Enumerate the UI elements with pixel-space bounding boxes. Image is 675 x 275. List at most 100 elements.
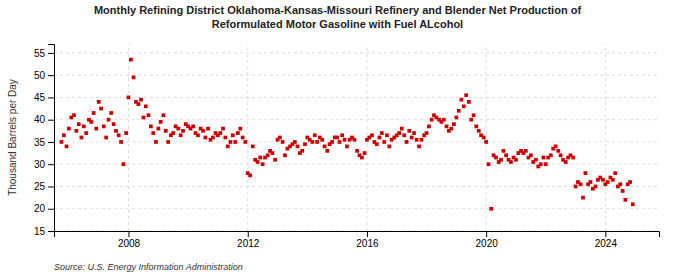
y-tick: 50: [34, 70, 54, 81]
point: [72, 113, 76, 117]
point: [606, 180, 610, 184]
y-tick-mark: [48, 120, 54, 121]
y-tick-label: 15: [34, 226, 46, 237]
point: [144, 104, 148, 108]
point: [611, 178, 615, 182]
point: [489, 207, 493, 211]
point: [315, 140, 319, 144]
point: [303, 142, 307, 146]
title-line: Monthly Refining District Oklahoma-Kansa…: [94, 4, 581, 16]
x-tick: 2016: [356, 231, 379, 249]
x-tick: 2020: [476, 231, 499, 249]
point: [618, 182, 622, 186]
y-tick-label: 50: [34, 70, 46, 81]
x-tick: 2012: [237, 231, 260, 249]
point: [556, 149, 560, 153]
y-tick: 45: [34, 92, 54, 103]
point: [147, 113, 151, 117]
point: [218, 131, 222, 135]
point: [89, 120, 93, 124]
point: [80, 136, 84, 140]
point: [427, 124, 431, 128]
y-tick-label: 30: [34, 159, 46, 170]
y-tick: 55: [34, 48, 54, 59]
y-tick: 15: [34, 226, 54, 237]
point: [236, 131, 240, 135]
point: [442, 118, 446, 122]
point: [226, 145, 230, 149]
y-grid-line: [54, 97, 659, 98]
y-grid-line: [54, 52, 659, 53]
point: [104, 136, 108, 140]
point: [559, 153, 563, 157]
point: [355, 149, 359, 153]
y-tick-mark: [48, 231, 54, 232]
point: [164, 129, 168, 133]
x-grid-line: [366, 44, 367, 231]
y-tick-mark: [48, 53, 54, 54]
point: [221, 127, 225, 131]
point: [494, 156, 498, 160]
point: [482, 136, 486, 140]
point: [338, 140, 342, 144]
x-grid-line: [128, 44, 129, 231]
point: [278, 136, 282, 140]
point: [171, 131, 175, 135]
x-grid-line: [605, 44, 606, 231]
point: [415, 138, 419, 142]
point: [502, 149, 506, 153]
point: [325, 149, 329, 153]
point: [613, 171, 617, 175]
point: [579, 182, 583, 186]
point: [273, 158, 277, 162]
y-tick: 30: [34, 159, 54, 170]
point: [266, 153, 270, 157]
point: [457, 109, 461, 113]
x-tick-mark: [605, 231, 606, 237]
point: [454, 116, 458, 120]
point: [529, 153, 533, 157]
y-tick: 35: [34, 137, 54, 148]
point: [363, 151, 367, 155]
point: [353, 138, 357, 142]
point: [534, 158, 538, 162]
y-grid-line: [54, 141, 659, 142]
point: [156, 127, 160, 131]
point: [462, 104, 466, 108]
point: [514, 158, 518, 162]
x-tick-label: 2008: [118, 238, 141, 249]
point: [370, 133, 374, 137]
point: [142, 116, 146, 120]
point: [449, 127, 453, 131]
y-axis-title: Thousand Barrels per Day: [7, 79, 18, 196]
point: [343, 138, 347, 142]
point: [238, 127, 242, 131]
x-tick-label: 2024: [595, 238, 618, 249]
point: [65, 145, 69, 149]
point: [124, 131, 128, 135]
point: [229, 140, 233, 144]
point: [420, 138, 424, 142]
point: [112, 122, 116, 126]
point: [74, 129, 78, 133]
y-tick-mark: [48, 209, 54, 210]
point: [445, 124, 449, 128]
point: [256, 160, 260, 164]
point: [541, 156, 545, 160]
points: [60, 58, 635, 211]
point: [589, 180, 593, 184]
point: [504, 153, 508, 157]
y-tick-mark: [48, 97, 54, 98]
grid: [54, 44, 659, 231]
x-tick: 2008: [118, 231, 141, 249]
point: [102, 124, 106, 128]
point: [345, 145, 349, 149]
title: Monthly Refining District Oklahoma-Kansa…: [94, 4, 581, 30]
point: [407, 129, 411, 133]
point: [549, 153, 553, 157]
y-grid-line: [54, 75, 659, 76]
point: [119, 140, 123, 144]
point: [430, 118, 434, 122]
point: [628, 180, 632, 184]
point: [271, 151, 275, 155]
